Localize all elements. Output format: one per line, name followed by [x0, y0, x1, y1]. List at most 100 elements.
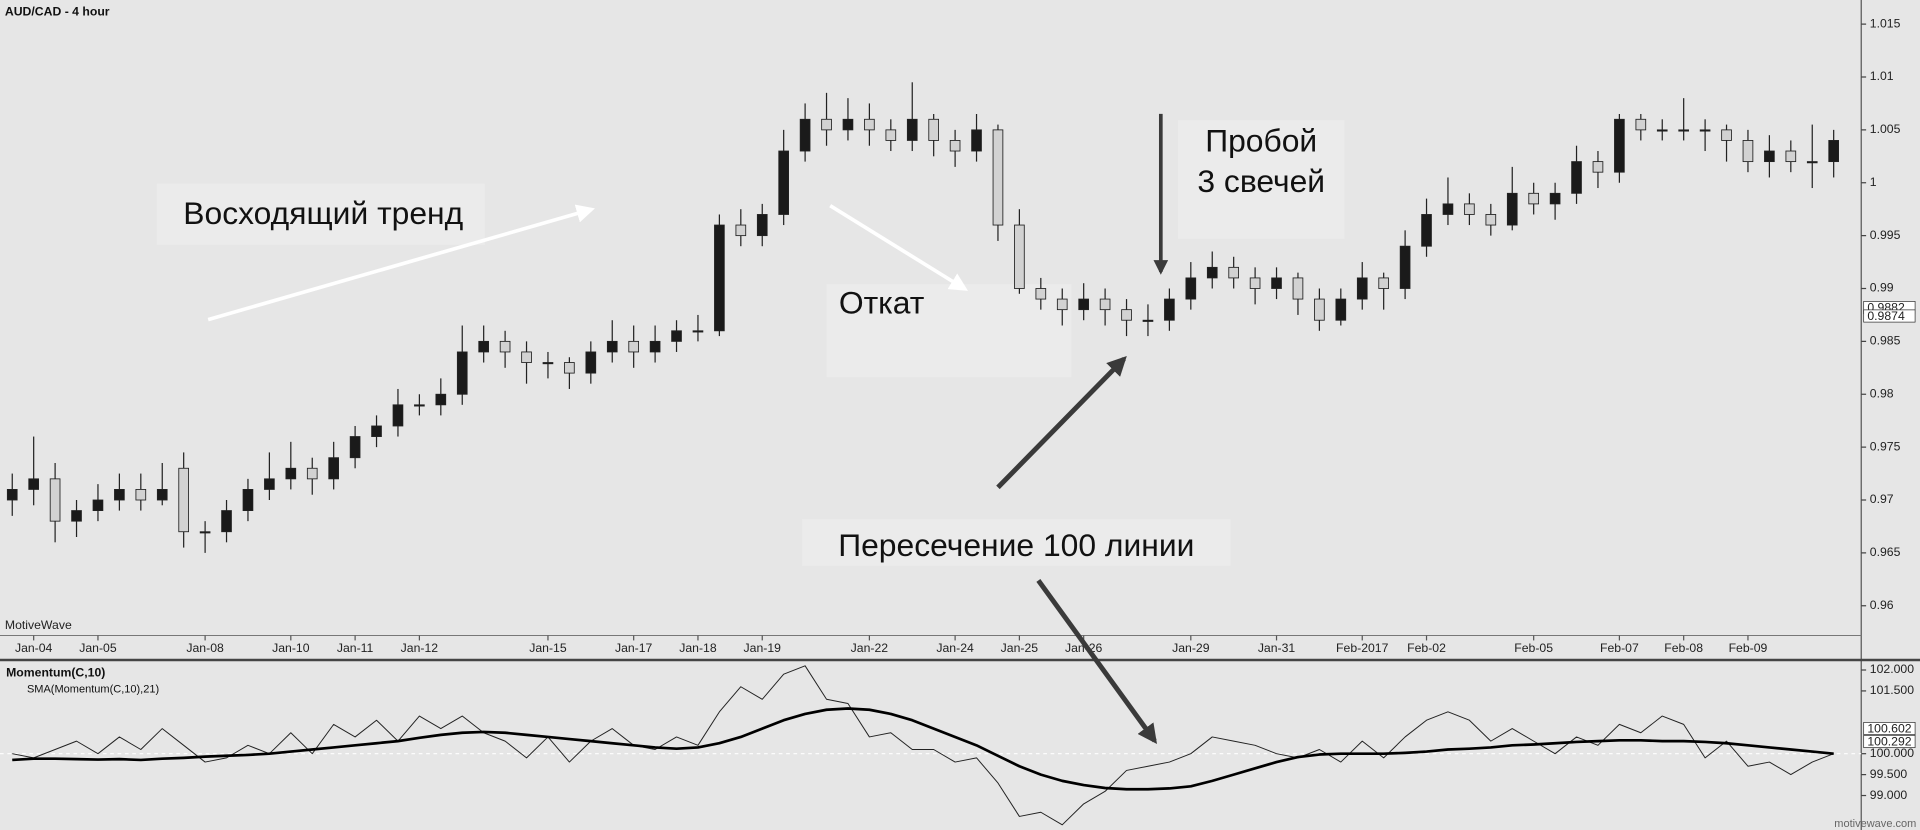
candle-body	[135, 488, 147, 501]
candle-body	[928, 118, 940, 141]
candle-body	[1164, 298, 1175, 321]
chart-title: AUD/CAD - 4 hour	[5, 4, 110, 18]
annotation-box	[802, 519, 1231, 566]
x-tick-label: Jan-15	[529, 641, 567, 655]
candle-body	[649, 340, 661, 353]
candle-body	[28, 478, 39, 490]
x-tick-label: Jan-18	[679, 641, 717, 655]
candle-body	[414, 404, 425, 407]
watermark: MotiveWave	[5, 618, 72, 632]
candle-body	[799, 118, 811, 152]
y-tick-label: 1.005	[1870, 122, 1901, 136]
candle-body	[864, 118, 875, 131]
candle-body	[242, 488, 254, 512]
candle-body	[264, 478, 275, 490]
candle-body	[1614, 118, 1625, 173]
candle-body	[1056, 298, 1068, 311]
candle-body	[392, 404, 404, 427]
y-tick-label: 101.500	[1870, 683, 1914, 697]
candle-body	[1806, 161, 1818, 164]
y-tick-label: 1	[1870, 175, 1877, 189]
y-tick-label: 1.015	[1870, 16, 1901, 30]
x-tick-label: Feb-09	[1729, 641, 1768, 655]
annotation: Откат	[839, 284, 925, 320]
y-tick-label: 0.99	[1870, 281, 1894, 295]
y-tick-label: 0.96	[1870, 598, 1894, 612]
candle-body	[735, 224, 747, 237]
x-tick-label: Jan-29	[1172, 641, 1210, 655]
candle-body	[1656, 129, 1668, 132]
y-tick-label: 99.000	[1870, 788, 1908, 802]
annotation: Восходящий тренд	[183, 195, 463, 231]
candle-body	[1442, 203, 1454, 215]
candle-body	[6, 488, 18, 501]
candle-body	[499, 340, 511, 353]
candle-body	[71, 510, 82, 522]
candle-body	[714, 224, 725, 332]
indicator-line	[12, 707, 1834, 791]
candle-body	[435, 393, 447, 406]
candle-body	[1185, 277, 1197, 300]
candle-body	[1592, 161, 1604, 173]
indicator-name: Momentum(C,10)	[6, 666, 105, 680]
candle-body	[756, 214, 768, 237]
y-tick-label: 0.975	[1870, 439, 1901, 453]
x-tick-label: Feb-07	[1600, 641, 1639, 655]
value-marker-label: 100.292	[1867, 734, 1911, 748]
value-marker-box	[1863, 722, 1916, 735]
candle-body	[1764, 150, 1775, 163]
overlay: AUD/CAD - 4 hour MotiveWave Momentum(C,1…	[5, 4, 1916, 830]
annotation-box	[1177, 120, 1345, 239]
candle-body	[906, 118, 918, 141]
y-tick-label: 0.965	[1870, 545, 1901, 559]
candle-body	[1485, 214, 1497, 226]
candle-body	[1785, 150, 1797, 163]
candle-body	[156, 488, 168, 501]
y-tick-label: 0.97	[1870, 492, 1894, 506]
candle-body	[1228, 266, 1239, 279]
candle-body	[285, 467, 297, 480]
x-tick-label: Jan-12	[401, 641, 439, 655]
candle-body	[885, 129, 897, 141]
value-marker-label: 0.9874	[1867, 309, 1905, 323]
arrow	[996, 355, 1127, 490]
x-tick-label: Jan-10	[272, 641, 310, 655]
candle-body	[478, 340, 489, 353]
candle-body	[1571, 161, 1582, 194]
candle-body	[585, 351, 597, 374]
x-tick-label: Jan-04	[15, 641, 53, 655]
candle-body	[221, 510, 232, 533]
y-tick-label: 0.98	[1870, 386, 1894, 400]
candle-body	[1549, 192, 1561, 205]
x-tick-label: Jan-05	[79, 641, 117, 655]
candle-body	[1742, 140, 1754, 163]
value-marker-box	[1863, 734, 1916, 748]
candle-body	[1528, 192, 1539, 205]
y-tick-label: 0.985	[1870, 334, 1901, 348]
candle-body	[692, 330, 704, 333]
x-tick-label: Jan-31	[1258, 641, 1296, 655]
x-tick-label: Feb-02	[1407, 641, 1446, 655]
candle-body	[671, 330, 682, 342]
candle-body	[1506, 192, 1518, 226]
candle-body	[842, 118, 854, 131]
candle-body	[778, 150, 790, 215]
candle-body	[1678, 129, 1689, 132]
candle-body	[1721, 129, 1732, 141]
annotation: Пробой	[1205, 123, 1317, 159]
x-tick-label: Jan-25	[1001, 641, 1039, 655]
candle-body	[1078, 298, 1089, 311]
candle-body	[992, 129, 1004, 226]
x-tick-label: Jan-11	[337, 641, 374, 655]
x-tick-label: Jan-24	[936, 641, 974, 655]
candle-body	[1335, 298, 1347, 321]
x-tick-label: Jan-19	[744, 641, 782, 655]
candle-body	[628, 340, 639, 353]
value-marker-box	[1863, 309, 1916, 323]
candle-body	[971, 129, 982, 152]
candle-body	[456, 351, 468, 395]
